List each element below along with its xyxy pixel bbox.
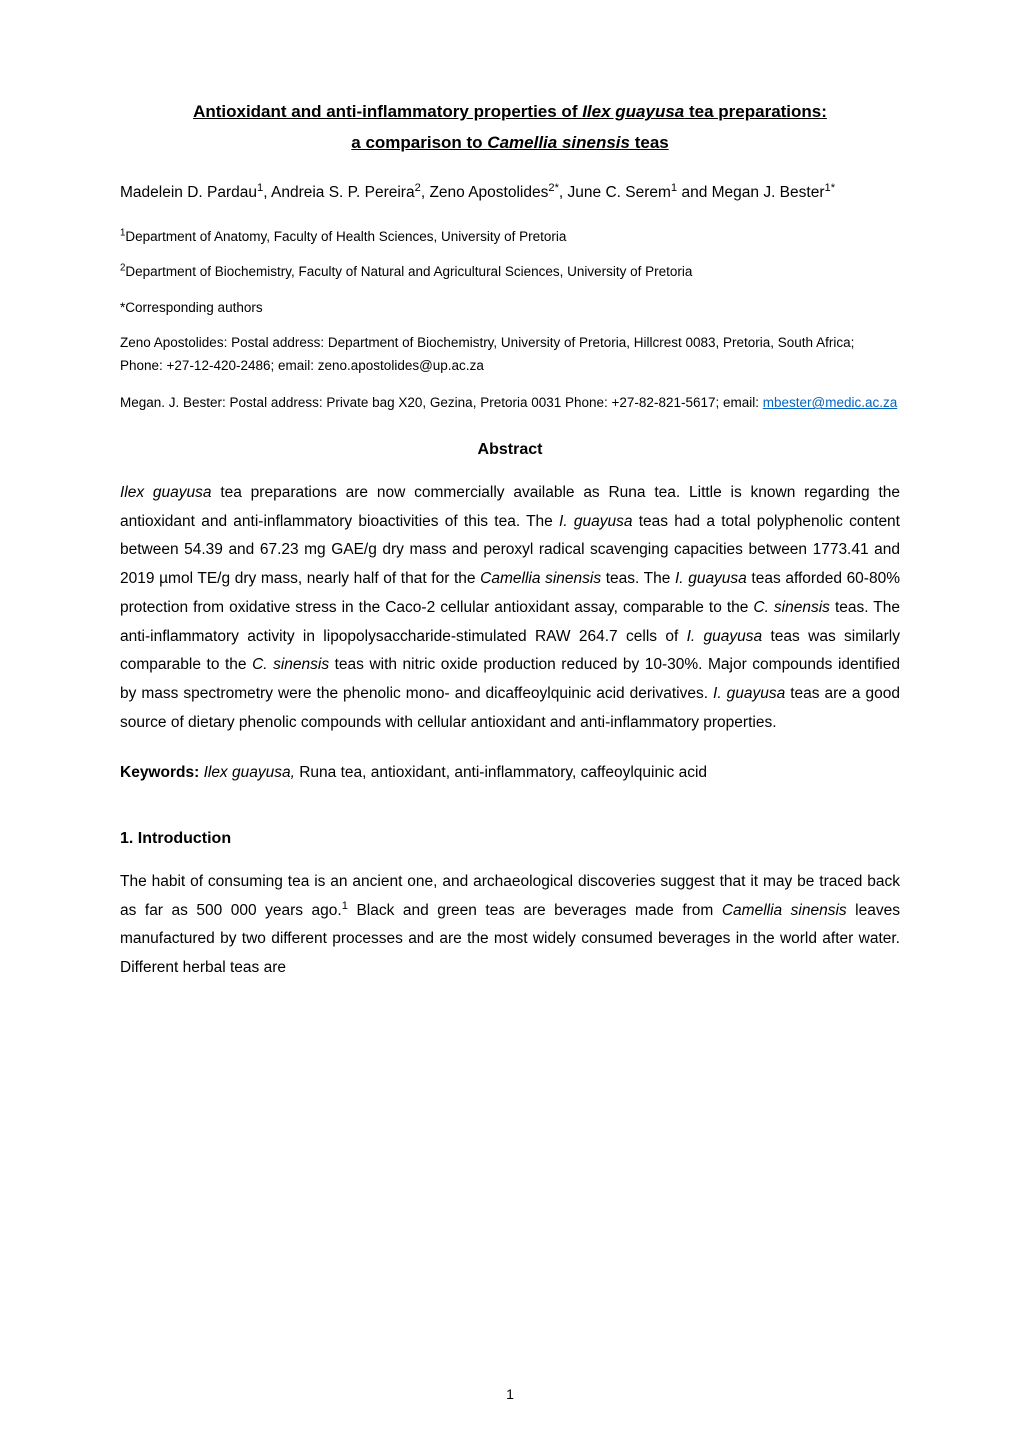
abstract-i7: C. sinensis [252, 656, 329, 673]
affiliation-1: 1Department of Anatomy, Faculty of Healt… [120, 226, 900, 248]
abstract-heading: Abstract [120, 441, 900, 459]
corresponding-email-link[interactable]: mbester@medic.ac.za [763, 395, 898, 410]
affiliation-1-text: Department of Anatomy, Faculty of Health… [125, 229, 566, 244]
abstract-i6: I. guayusa [687, 628, 763, 645]
keywords-italic: Ilex guayusa, [204, 764, 295, 781]
author-5: Megan J. Bester [712, 184, 825, 201]
author-3: Zeno Apostolides [429, 184, 548, 201]
title-text-1: Antioxidant and anti-inflammatory proper… [193, 102, 582, 121]
author-3-affil: 2* [548, 182, 559, 194]
author-1: Madelein D. Pardau [120, 184, 257, 201]
author-5-affil: 1* [824, 182, 835, 194]
abstract-i2: I. guayusa [559, 513, 632, 530]
abstract-i3: Camellia sinensis [480, 570, 601, 587]
corresponding-2: Megan. J. Bester: Postal address: Privat… [120, 392, 900, 415]
corresponding-1: Zeno Apostolides: Postal address: Depart… [120, 332, 900, 378]
page-number: 1 [0, 1386, 1020, 1402]
title-text-1-end: tea preparations: [684, 102, 827, 121]
section1-italic: Camellia sinensis [722, 902, 847, 919]
corresponding-2-pre: Megan. J. Bester: Postal address: Privat… [120, 395, 763, 410]
abstract-i1: Ilex guayusa [120, 484, 212, 501]
title-text-2-start: a comparison to [351, 133, 487, 152]
keywords-label: Keywords: [120, 764, 204, 781]
affiliation-2-text: Department of Biochemistry, Faculty of N… [125, 264, 692, 279]
section-1-paragraph-1: The habit of consuming tea is an ancient… [120, 868, 900, 983]
paper-title: Antioxidant and anti-inflammatory proper… [120, 96, 900, 159]
section-1-heading: 1. Introduction [120, 830, 900, 848]
title-italic-2: Camellia sinensis [487, 133, 630, 152]
corresponding-label: *Corresponding authors [120, 297, 900, 319]
abstract-i4: I. guayusa [675, 570, 747, 587]
affiliation-2: 2Department of Biochemistry, Faculty of … [120, 261, 900, 283]
author-2: Andreia S. P. Pereira [271, 184, 415, 201]
keywords-line: Keywords: Ilex guayusa, Runa tea, antiox… [120, 759, 900, 788]
author-line: Madelein D. Pardau1, Andreia S. P. Perei… [120, 179, 900, 208]
title-text-2-end: teas [630, 133, 669, 152]
author-4: June C. Serem [568, 184, 671, 201]
title-italic-1: Ilex guayusa [582, 102, 684, 121]
abstract-i8: I. guayusa [713, 685, 785, 702]
keywords-rest: Runa tea, antioxidant, anti-inflammatory… [295, 764, 707, 781]
abstract-paragraph: Ilex guayusa tea preparations are now co… [120, 479, 900, 737]
abstract-i5: C. sinensis [753, 599, 830, 616]
